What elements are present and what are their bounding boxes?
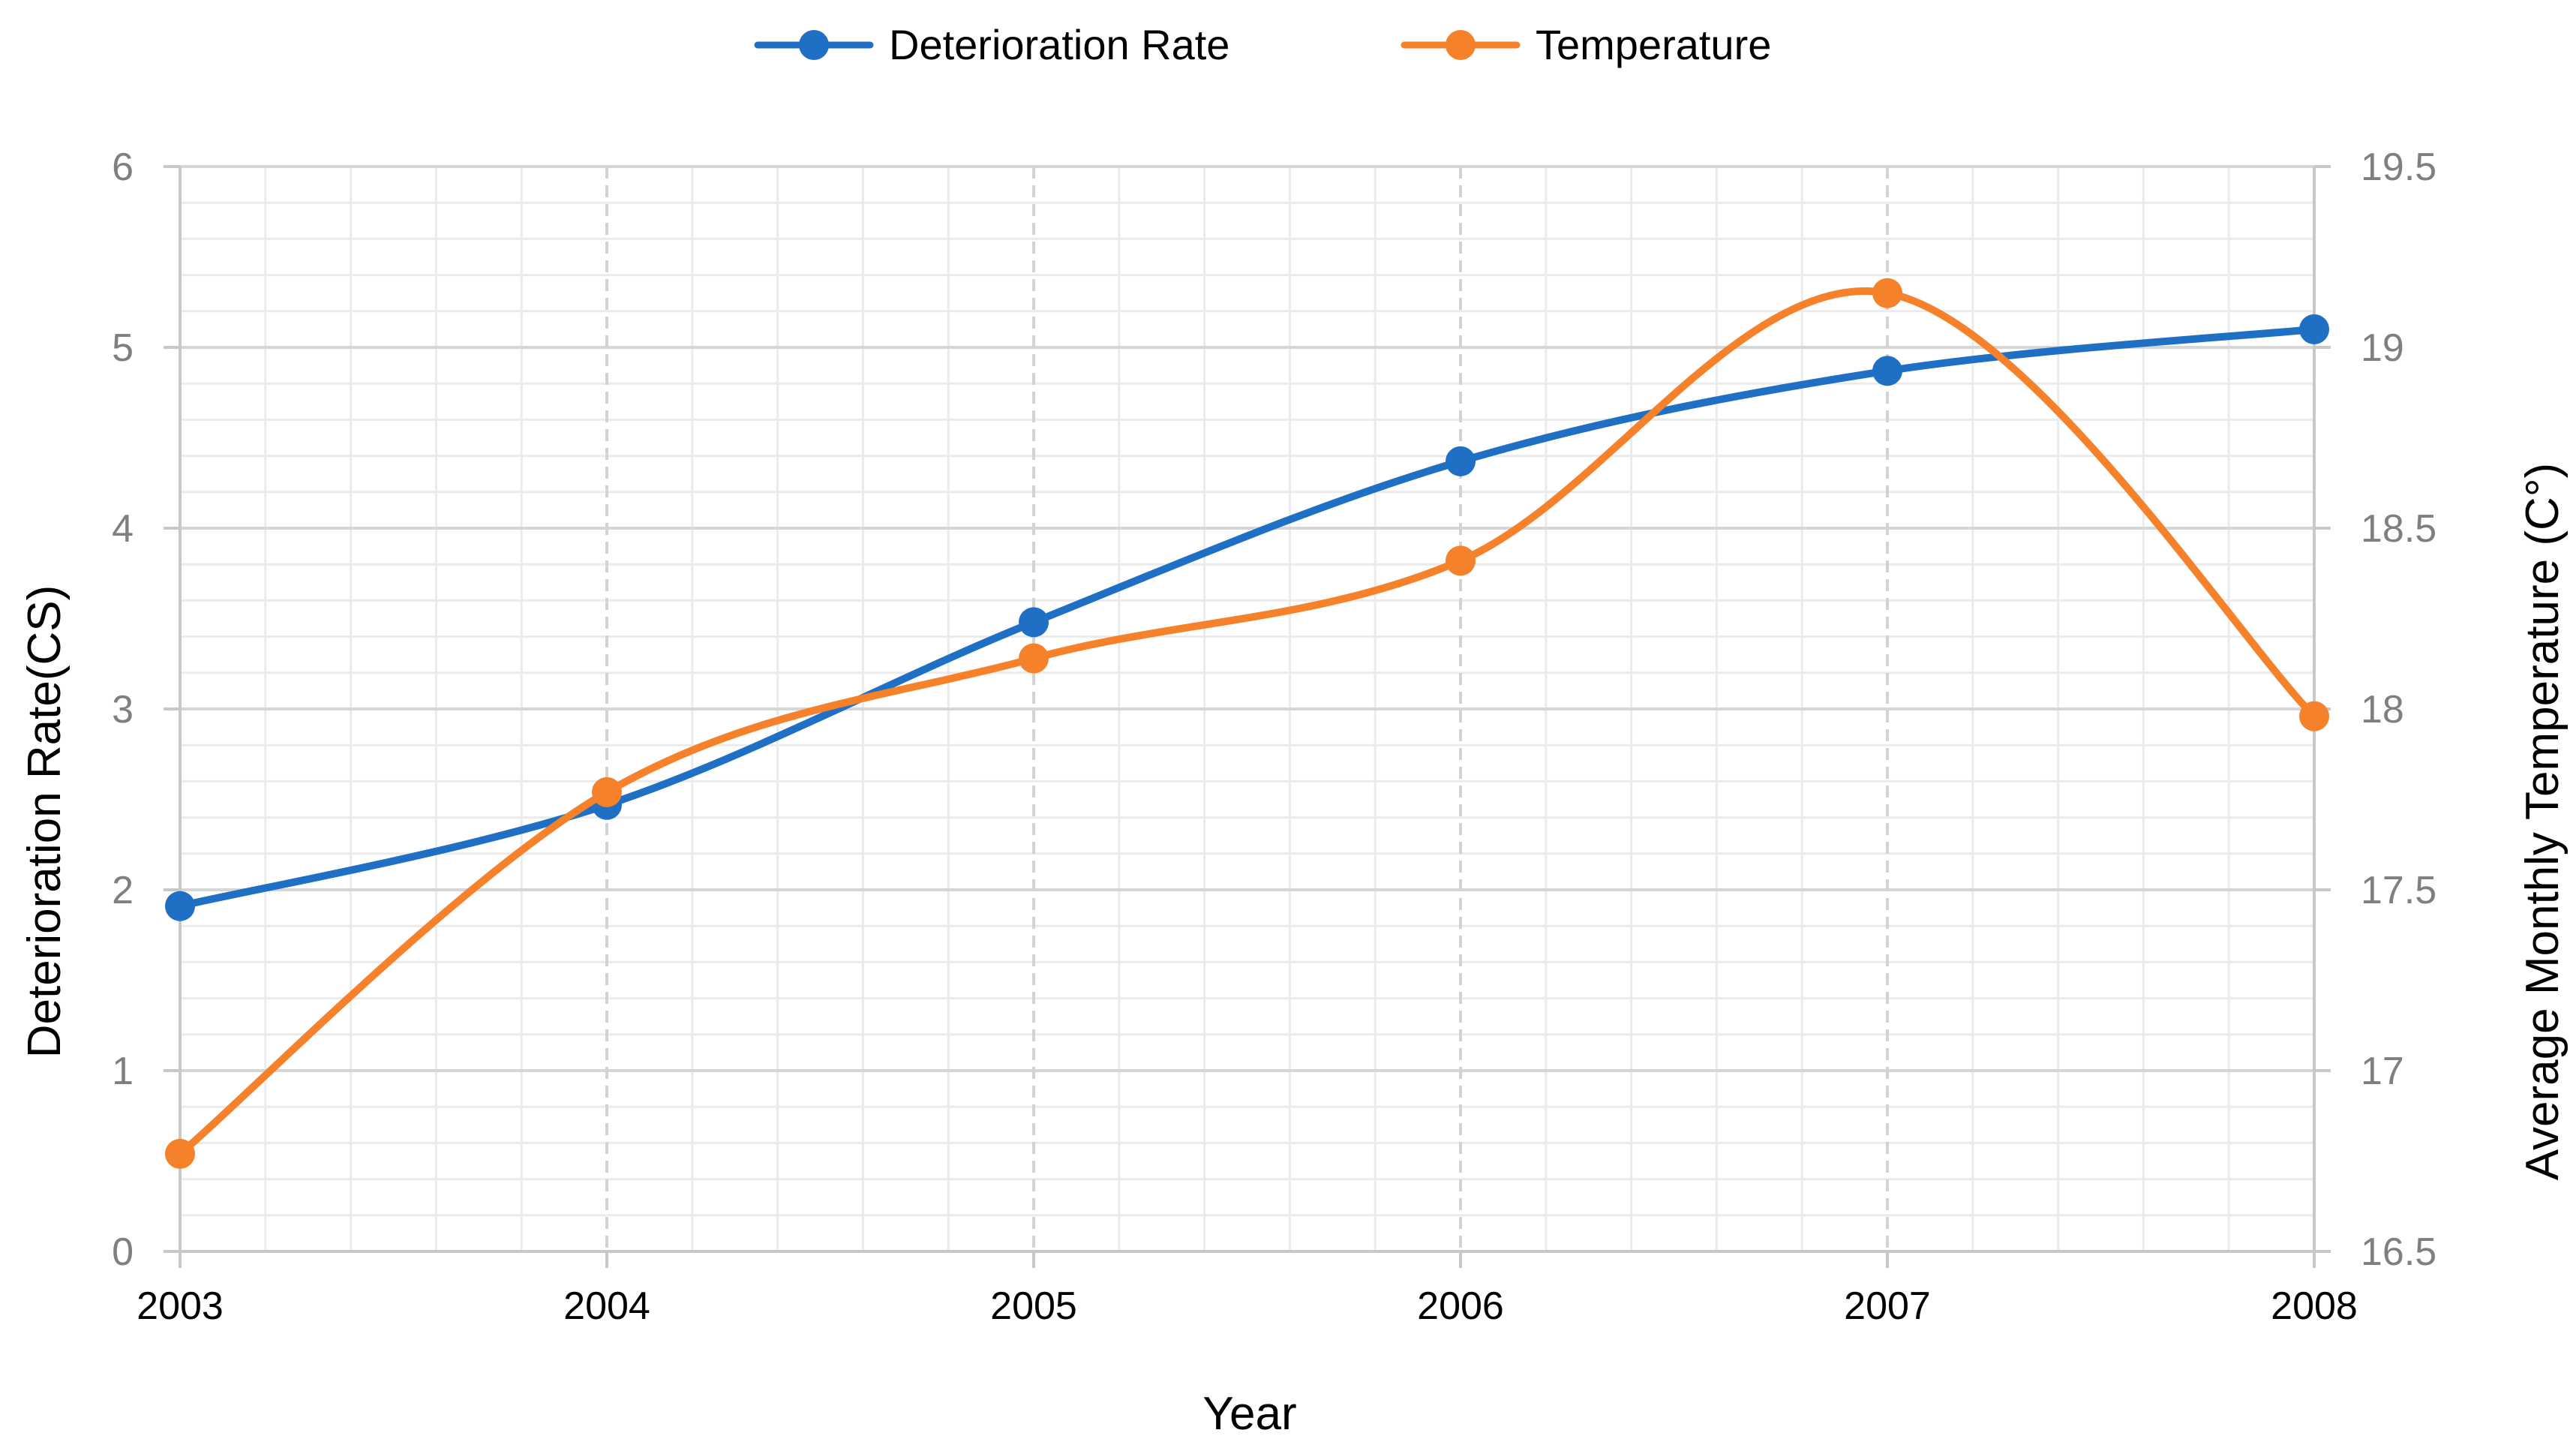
right-tick-label: 16.5 bbox=[2361, 1230, 2436, 1274]
series-line-deterioration-rate bbox=[176, 325, 2318, 910]
left-tick-label: 6 bbox=[112, 146, 134, 189]
left-tick-label: 4 bbox=[112, 507, 134, 551]
data-point-deterioration-rate-2008 bbox=[2299, 314, 2329, 344]
x-tick-label: 2003 bbox=[137, 1284, 224, 1328]
right-axis-title: Average Monthly Temperature (C°) bbox=[2517, 463, 2568, 1180]
data-point-temperature-2006 bbox=[1446, 545, 1476, 576]
left-tick-label: 3 bbox=[112, 688, 134, 732]
x-tick-label: 2006 bbox=[1417, 1284, 1504, 1328]
right-tick-label: 19 bbox=[2361, 326, 2404, 370]
legend-marker-deterioration-rate bbox=[799, 30, 829, 60]
axes bbox=[164, 165, 2331, 1268]
left-tick-label: 5 bbox=[112, 326, 134, 370]
x-tick-label: 2005 bbox=[990, 1284, 1077, 1328]
left-tick-label: 1 bbox=[112, 1050, 134, 1093]
series-line-temperature bbox=[176, 287, 2318, 1158]
series-layer bbox=[165, 278, 2329, 1169]
right-tick-label: 18 bbox=[2361, 688, 2404, 732]
x-tick-label: 2008 bbox=[2271, 1284, 2358, 1328]
x-tick-label: 2004 bbox=[563, 1284, 650, 1328]
legend-label-temperature: Temperature bbox=[1536, 21, 1771, 68]
x-tick-label: 2007 bbox=[1844, 1284, 1931, 1328]
right-tick-label: 18.5 bbox=[2361, 507, 2436, 551]
data-point-temperature-2007 bbox=[1872, 278, 1902, 308]
legend-marker-temperature bbox=[1446, 30, 1476, 60]
data-point-temperature-2008 bbox=[2299, 701, 2329, 732]
left-axis-ticks: 0 1 2 3 4 5 6 bbox=[112, 146, 134, 1274]
legend: Deterioration Rate Temperature bbox=[754, 21, 1771, 68]
right-tick-label: 17 bbox=[2361, 1050, 2404, 1093]
right-axis-ticks: 16.5 17 17.5 18 18.5 19 19.5 bbox=[2361, 146, 2436, 1274]
data-point-temperature-2004 bbox=[592, 777, 622, 807]
x-axis-ticks: 2003 2004 2005 2006 2007 2008 bbox=[137, 1284, 2358, 1328]
right-tick-label: 17.5 bbox=[2361, 869, 2436, 912]
left-axis-title: Deterioration Rate(CS) bbox=[19, 585, 71, 1059]
x-axis-title: Year bbox=[1202, 1388, 1296, 1440]
data-point-temperature-2005 bbox=[1019, 643, 1049, 674]
right-tick-label: 19.5 bbox=[2361, 146, 2436, 189]
left-tick-label: 2 bbox=[112, 869, 134, 912]
data-point-deterioration-rate-2003 bbox=[165, 891, 195, 921]
left-tick-label: 0 bbox=[112, 1230, 134, 1274]
data-point-deterioration-rate-2006 bbox=[1446, 446, 1476, 476]
legend-label-deterioration-rate: Deterioration Rate bbox=[889, 21, 1229, 68]
data-point-deterioration-rate-2007 bbox=[1872, 356, 1902, 386]
data-point-deterioration-rate-2005 bbox=[1019, 607, 1049, 638]
data-point-temperature-2003 bbox=[165, 1138, 195, 1169]
major-gridlines bbox=[180, 165, 2314, 1251]
